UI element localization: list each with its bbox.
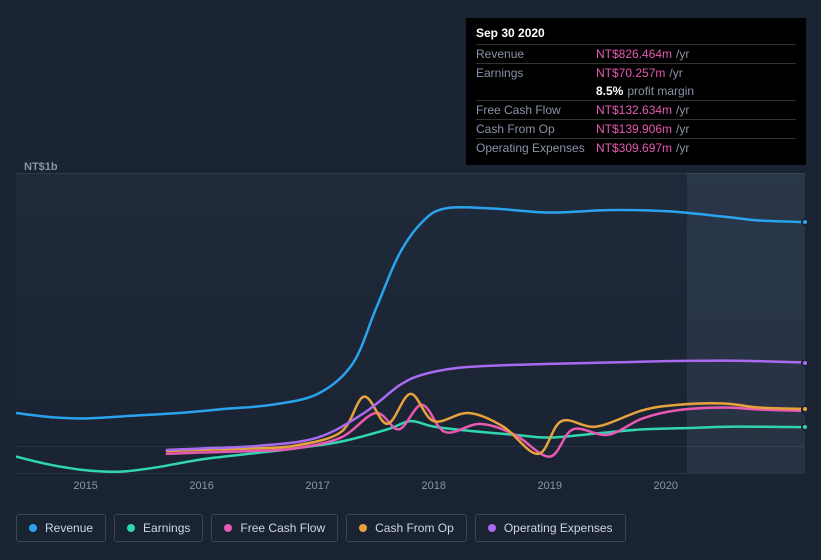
metric-value: NT$132.634m	[596, 103, 672, 117]
gridline	[16, 473, 805, 474]
metric-label: Revenue	[476, 47, 596, 61]
tooltip-row: Cash From OpNT$139.906m /yr	[476, 119, 796, 138]
legend-label: Operating Expenses	[504, 521, 613, 535]
legend-swatch	[224, 524, 232, 532]
series-line	[16, 207, 805, 418]
legend-swatch	[359, 524, 367, 532]
series-end-dot	[801, 405, 809, 413]
chart-svg	[16, 173, 805, 473]
y-tick-label: NT$1b	[24, 161, 58, 173]
series-end-dot	[801, 423, 809, 431]
legend-label: Revenue	[45, 521, 93, 535]
legend-swatch	[29, 524, 37, 532]
x-tick-label: 2016	[189, 480, 213, 492]
metric-value: NT$309.697m	[596, 141, 672, 155]
x-tick-label: 2020	[654, 480, 678, 492]
gridline	[16, 173, 805, 174]
tooltip-row: RevenueNT$826.464m /yr	[476, 44, 796, 63]
chart-plot-area[interactable]	[16, 173, 805, 473]
metric-label: Cash From Op	[476, 122, 596, 136]
tooltip-rows: RevenueNT$826.464m /yrEarningsNT$70.257m…	[476, 44, 796, 157]
x-tick-label: 2017	[305, 480, 329, 492]
metric-label: Operating Expenses	[476, 141, 596, 155]
financial-chart: NT$1bNT$0-NT$100m 2015201620172018201920…	[16, 155, 805, 495]
x-axis-labels: 2015 2016 2017 2018 2019 2020	[16, 480, 805, 496]
legend-label: Free Cash Flow	[240, 521, 325, 535]
legend-item[interactable]: Earnings	[114, 514, 203, 542]
chart-legend: Revenue Earnings Free Cash Flow Cash From O…	[16, 514, 626, 542]
tooltip-row: Free Cash FlowNT$132.634m /yr	[476, 100, 796, 119]
metric-value: NT$139.906m	[596, 122, 672, 136]
tooltip-row: EarningsNT$70.257m /yr	[476, 63, 796, 82]
legend-item[interactable]: Revenue	[16, 514, 106, 542]
x-tick-label: 2015	[73, 480, 97, 492]
legend-item[interactable]: Operating Expenses	[475, 514, 626, 542]
metric-label: Free Cash Flow	[476, 103, 596, 117]
series-end-dot	[801, 359, 809, 367]
x-tick-label: 2018	[421, 480, 445, 492]
series-end-dot	[801, 218, 809, 226]
tooltip-date: Sep 30 2020	[476, 26, 796, 40]
metric-label: Earnings	[476, 66, 596, 80]
x-tick-label: 2019	[537, 480, 561, 492]
legend-swatch	[488, 524, 496, 532]
legend-item[interactable]: Free Cash Flow	[211, 514, 338, 542]
legend-swatch	[127, 524, 135, 532]
legend-item[interactable]: Cash From Op	[346, 514, 467, 542]
tooltip-row: 8.5% profit margin	[476, 82, 796, 100]
legend-label: Earnings	[143, 521, 190, 535]
gridline	[16, 446, 805, 447]
metric-value: NT$70.257m	[596, 66, 665, 80]
data-tooltip: Sep 30 2020 RevenueNT$826.464m /yrEarnin…	[466, 18, 806, 165]
legend-label: Cash From Op	[375, 521, 454, 535]
metric-value: NT$826.464m	[596, 47, 672, 61]
